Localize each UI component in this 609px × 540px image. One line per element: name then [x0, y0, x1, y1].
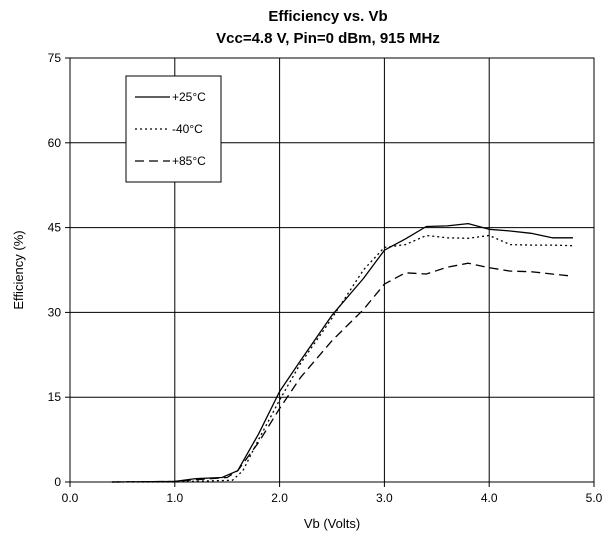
series-line-1	[111, 234, 574, 483]
y-tick-label: 60	[48, 136, 62, 150]
series-line-0	[111, 222, 573, 483]
x-tick-label: 3.0	[376, 491, 393, 505]
legend-label-1: -40°C	[172, 122, 203, 136]
x-axis-ticks: 0.0 1.0 2.0 3.0 4.0 5.0	[62, 482, 603, 505]
chart-title: Efficiency vs. Vb	[268, 8, 387, 25]
series-lines	[111, 222, 574, 483]
legend-label-0: +25°C	[172, 90, 206, 104]
y-axis-label: Efficiency (%)	[11, 230, 26, 309]
legend-label-2: +85°C	[172, 154, 206, 168]
x-tick-label: 5.0	[586, 491, 603, 505]
y-tick-label: 0	[54, 475, 61, 489]
y-tick-label: 45	[48, 221, 62, 235]
y-tick-label: 75	[48, 51, 62, 65]
x-axis-label: Vb (Volts)	[304, 516, 360, 531]
y-tick-label: 30	[48, 305, 62, 319]
y-tick-label: 15	[48, 390, 62, 404]
plot-border	[69, 57, 595, 483]
chart-subtitle: Vcc=4.8 V, Pin=0 dBm, 915 MHz	[216, 30, 440, 47]
x-tick-label: 4.0	[481, 491, 498, 505]
y-axis-ticks: 0 15 30 45 60 75	[48, 51, 70, 489]
series-line-2	[111, 262, 574, 483]
x-tick-label: 1.0	[166, 491, 183, 505]
legend: +25°C -40°C +85°C	[125, 75, 222, 183]
x-tick-label: 0.0	[62, 491, 79, 505]
x-tick-label: 2.0	[271, 491, 288, 505]
